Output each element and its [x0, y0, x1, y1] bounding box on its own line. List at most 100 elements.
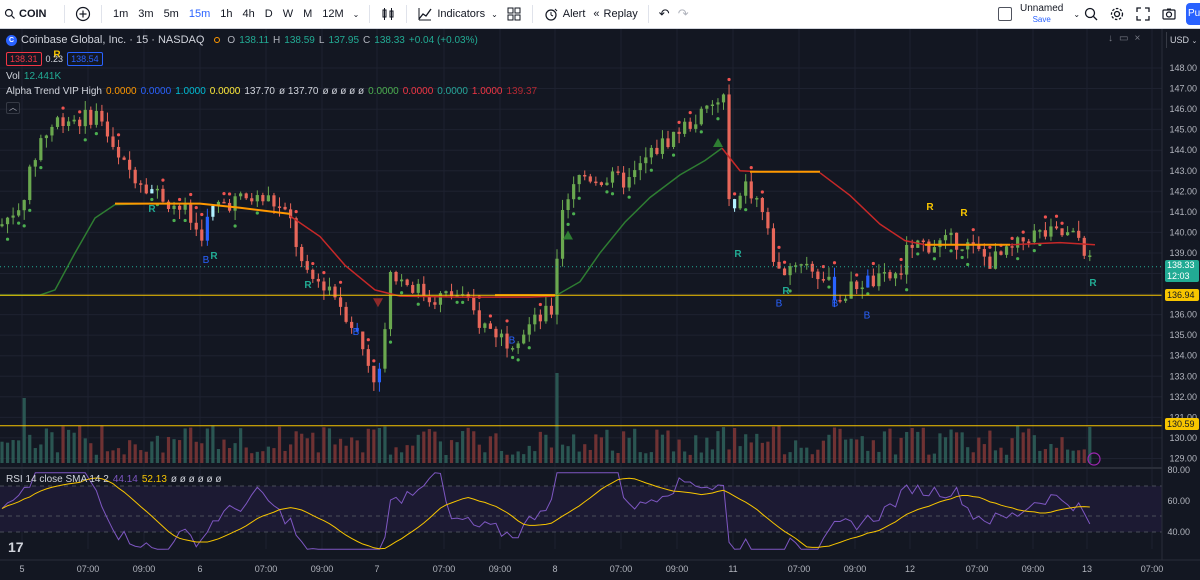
volume-bar	[627, 437, 631, 463]
chart-type-button[interactable]	[376, 2, 400, 26]
chevron-down-icon[interactable]: ⌄	[352, 9, 360, 19]
candle-body	[638, 163, 642, 171]
timeframe-3m[interactable]: 3m	[138, 8, 154, 20]
alpha-trend-legend[interactable]: Alpha Trend VIP High 0.0000 0.0000 1.0000 0…	[6, 86, 537, 97]
candle-body	[760, 198, 764, 213]
alpha-trend-value: 0.0000	[106, 86, 137, 97]
timeframe-w[interactable]: W	[282, 8, 294, 20]
redo-button[interactable]: ↷	[674, 2, 693, 26]
price-tick-label: 132.00	[1169, 392, 1197, 402]
volume-bar	[261, 451, 265, 463]
buy-button[interactable]: 138.54	[67, 52, 103, 66]
signal-dot	[322, 271, 326, 275]
volume-legend[interactable]: Vol 12.441K	[6, 71, 61, 82]
replay-button[interactable]: « Replay	[589, 2, 641, 26]
currency-selector[interactable]: USD ⌄	[1166, 32, 1200, 48]
quick-search-icon[interactable]	[1083, 6, 1099, 22]
candle-body	[871, 275, 875, 287]
alert-button[interactable]: Alert	[539, 2, 590, 26]
reversal-label-r: R	[53, 50, 61, 61]
volume-bar	[17, 440, 21, 463]
layouts-button[interactable]	[502, 2, 526, 26]
candle-body	[28, 166, 32, 201]
volume-bar	[361, 452, 365, 463]
volume-bar	[39, 444, 43, 463]
candle-body	[683, 121, 687, 134]
candle-body	[355, 327, 359, 332]
sell-button[interactable]: 138.31	[6, 52, 42, 66]
candle-body	[927, 241, 931, 253]
candle-body	[810, 263, 814, 272]
alpha-trend-value: 0.0000	[209, 86, 241, 97]
signal-dot	[727, 77, 731, 82]
timeframe-1m[interactable]: 1m	[113, 8, 129, 20]
volume-bar	[810, 454, 814, 463]
volume-bar	[683, 451, 687, 463]
redo-icon: ↷	[677, 6, 689, 21]
candle-body	[1049, 226, 1053, 237]
candle-body	[538, 314, 542, 322]
volume-bar	[893, 454, 898, 463]
collapse-legend-button[interactable]: ︿	[6, 102, 20, 114]
signal-dot	[605, 190, 609, 194]
compare-button[interactable]	[71, 2, 95, 26]
volume-bar	[322, 427, 326, 463]
symbol-search[interactable]: COIN	[0, 2, 58, 26]
signal-dot	[83, 138, 87, 142]
volume-bar	[749, 442, 753, 463]
trend-signal-triangle	[713, 137, 723, 147]
candle-body	[677, 131, 681, 134]
low-label: L	[318, 34, 325, 46]
divider	[369, 5, 371, 23]
volume-bar	[671, 451, 676, 463]
reversal-label-r: R	[304, 280, 312, 291]
layout-name-button[interactable]: Unnamed Save ⌄	[998, 3, 1080, 25]
tradingview-logo[interactable]: 17	[8, 539, 24, 555]
publish-button[interactable]: Pu	[1186, 3, 1200, 25]
candle-body	[300, 246, 304, 262]
volume-bar	[955, 432, 959, 463]
layout-checkbox[interactable]	[998, 7, 1012, 21]
candle-body	[222, 201, 226, 204]
timeframe-1h[interactable]: 1h	[220, 8, 233, 20]
horizontal-line-tag[interactable]: 136.94	[1165, 289, 1199, 301]
candle-body	[1082, 237, 1086, 256]
indicators-button[interactable]: Indicators ⌄	[413, 2, 501, 26]
download-icon[interactable]: ↓	[1108, 33, 1113, 44]
timeframe-4h[interactable]: 4h	[242, 8, 255, 20]
close-icon[interactable]: ×	[1134, 33, 1141, 44]
horizontal-line-tag[interactable]: 130.59	[1165, 418, 1199, 430]
price-tick-label: 148.00	[1169, 63, 1197, 73]
candle-body	[305, 261, 309, 270]
volume-bar	[100, 425, 104, 463]
time-tick-label: 12	[905, 564, 915, 574]
candle-body	[1071, 230, 1075, 233]
gear-icon[interactable]	[1109, 6, 1125, 22]
fullscreen-icon[interactable]	[1135, 6, 1151, 22]
volume-bar	[522, 454, 526, 463]
timeframe-15m[interactable]: 15m	[188, 8, 211, 20]
candle-body	[966, 242, 970, 250]
time-tick-label: 07:00	[77, 564, 100, 574]
divider	[101, 5, 102, 23]
rsi-legend[interactable]: RSI 14 close SMA 14 2 44.14 52.13 ø ø ø …	[6, 474, 221, 485]
volume-bar	[1043, 449, 1047, 463]
timeframe-d[interactable]: D	[264, 8, 273, 20]
timeframe-m[interactable]: M	[303, 8, 313, 20]
signal-dot	[233, 224, 237, 228]
alpha-trend-value: 0.0000	[402, 86, 434, 97]
candle-body	[472, 297, 476, 311]
signal-dot	[17, 221, 21, 225]
candle-body	[327, 286, 332, 291]
timeframe-12m[interactable]: 12M	[322, 8, 344, 20]
camera-icon[interactable]	[1161, 6, 1177, 22]
undo-button[interactable]: ↶	[655, 2, 674, 26]
volume-bar	[638, 452, 642, 463]
candle-body	[1038, 230, 1042, 232]
candle-body	[400, 279, 404, 282]
timeframe-5m[interactable]: 5m	[163, 8, 179, 20]
maximize-icon[interactable]: ▭	[1119, 33, 1129, 44]
candle-body	[555, 258, 559, 315]
alpha-trend-values: 0.0000 0.0000 1.0000 0.0000 137.70 ø 137.70 ø …	[106, 86, 537, 97]
